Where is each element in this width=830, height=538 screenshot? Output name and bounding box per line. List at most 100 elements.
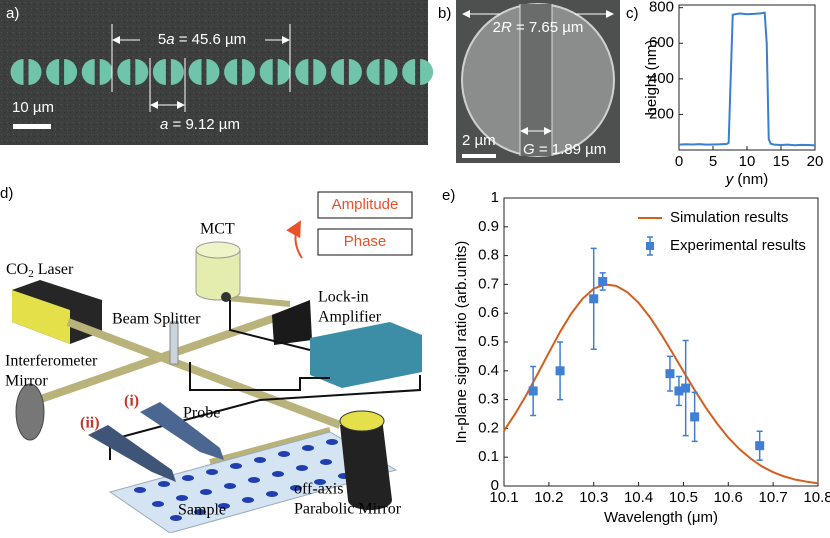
scale-bar-label: 2 µm xyxy=(462,132,496,149)
text: = 1.89 µm xyxy=(535,141,607,158)
text: Laser xyxy=(34,261,74,278)
sample-disc xyxy=(242,497,254,503)
sample-disc xyxy=(152,501,164,507)
mirror-label: Interferometer xyxy=(5,353,98,370)
mirror-label: Mirror xyxy=(5,373,48,390)
sample-label: Sample xyxy=(178,502,226,519)
marker xyxy=(589,294,599,304)
half-disc xyxy=(402,59,416,85)
half-disc xyxy=(152,59,166,85)
text: 2 xyxy=(493,19,501,36)
sample-disc xyxy=(278,451,290,457)
y-axis-label: height (nm) xyxy=(643,40,660,116)
sample-pattern xyxy=(134,439,374,521)
sample-disc xyxy=(302,445,314,451)
y-tick-label: 600 xyxy=(649,34,674,51)
marker xyxy=(598,277,608,287)
half-disc xyxy=(313,59,327,85)
x-tick-label: 10.3 xyxy=(579,489,608,506)
probe-ii-label: (ii) xyxy=(80,415,100,432)
y-tick-label: 400 xyxy=(649,70,674,87)
text: (nm) xyxy=(733,171,768,188)
beam xyxy=(209,427,331,465)
laser-face xyxy=(12,290,70,344)
lattice-label: a = 9.12 µm xyxy=(160,116,240,133)
beam xyxy=(227,295,291,307)
x-tick-label: 10.8 xyxy=(803,489,830,506)
probe-label: Probe xyxy=(183,405,220,422)
half-disc xyxy=(117,59,131,85)
y-tick-label: 0.9 xyxy=(478,218,499,235)
x-tick-label: 0 xyxy=(675,153,683,170)
amplitude-box xyxy=(317,191,413,219)
half-disc xyxy=(170,59,184,85)
sample-disc xyxy=(290,485,302,491)
y-tick-label: 0.4 xyxy=(478,362,499,379)
mct-mirror xyxy=(272,300,312,345)
half-disc xyxy=(135,59,149,85)
half-disc xyxy=(81,59,95,85)
wire xyxy=(189,362,330,391)
half-disc xyxy=(384,59,398,85)
y-tick-label: 200 xyxy=(649,105,674,122)
panel-label: c) xyxy=(626,5,639,22)
sample-disc xyxy=(314,479,326,485)
discs xyxy=(10,59,434,85)
sample-disc xyxy=(182,475,194,481)
sample-disc xyxy=(200,489,212,495)
half-disc xyxy=(295,59,309,85)
marker xyxy=(665,369,675,379)
phase-box xyxy=(317,228,413,256)
sample-disc xyxy=(194,509,206,515)
scale-bar xyxy=(13,124,51,129)
half-disc xyxy=(277,59,291,85)
marker xyxy=(528,386,538,396)
half-disc xyxy=(242,59,256,85)
text: = 45.6 µm xyxy=(175,31,247,48)
text: 5 xyxy=(158,31,166,48)
text: 2 xyxy=(28,268,34,280)
marker xyxy=(681,383,691,393)
y-tick-label: 0.8 xyxy=(478,247,499,264)
text: a xyxy=(166,31,174,48)
beam-splitter xyxy=(169,321,179,365)
x-tick-label: 10.2 xyxy=(534,489,563,506)
mct-window xyxy=(221,292,231,302)
sample-disc xyxy=(266,491,278,497)
scale-bar xyxy=(462,154,496,158)
mct-top xyxy=(195,241,241,259)
parabolic-mirror-top xyxy=(339,410,385,432)
text: G xyxy=(523,141,535,158)
y-tick-label: 0.1 xyxy=(478,448,499,465)
text: = 7.65 µm xyxy=(512,19,584,36)
half-disc xyxy=(366,59,380,85)
period-label: 5a = 45.6 µm xyxy=(158,31,246,48)
panel-label: b) xyxy=(438,5,451,22)
lock-in-label: Lock-in xyxy=(318,289,369,306)
legend-marker xyxy=(646,242,654,250)
x-tick-label: 10.1 xyxy=(489,489,518,506)
text: y xyxy=(725,171,735,188)
diameter-label: 2R = 7.65 µm xyxy=(493,19,584,36)
sample-disc xyxy=(170,515,182,521)
sample-disc xyxy=(272,471,284,477)
x-tick-label: 10.7 xyxy=(759,489,788,506)
x-tick-label: 5 xyxy=(709,153,717,170)
amplitude-label: Amplitude xyxy=(332,196,399,213)
sample-disc xyxy=(134,487,146,493)
legend-label: Experimental results xyxy=(670,237,806,254)
x-tick-label: 10.6 xyxy=(714,489,743,506)
half-disc xyxy=(224,59,238,85)
sample-disc xyxy=(224,483,236,489)
half-disc xyxy=(330,59,344,85)
y-tick-label: 1 xyxy=(491,189,499,206)
x-tick-label: 10.4 xyxy=(624,489,653,506)
wire xyxy=(229,300,311,351)
legend-label: Simulation results xyxy=(670,209,788,226)
sample-disc xyxy=(326,439,338,445)
phase-label: Phase xyxy=(344,233,387,250)
x-tick-label: 10.5 xyxy=(669,489,698,506)
chart: 0 5 10 15 20 200 400 600 800 y (nm) height (nm) xyxy=(643,0,823,188)
